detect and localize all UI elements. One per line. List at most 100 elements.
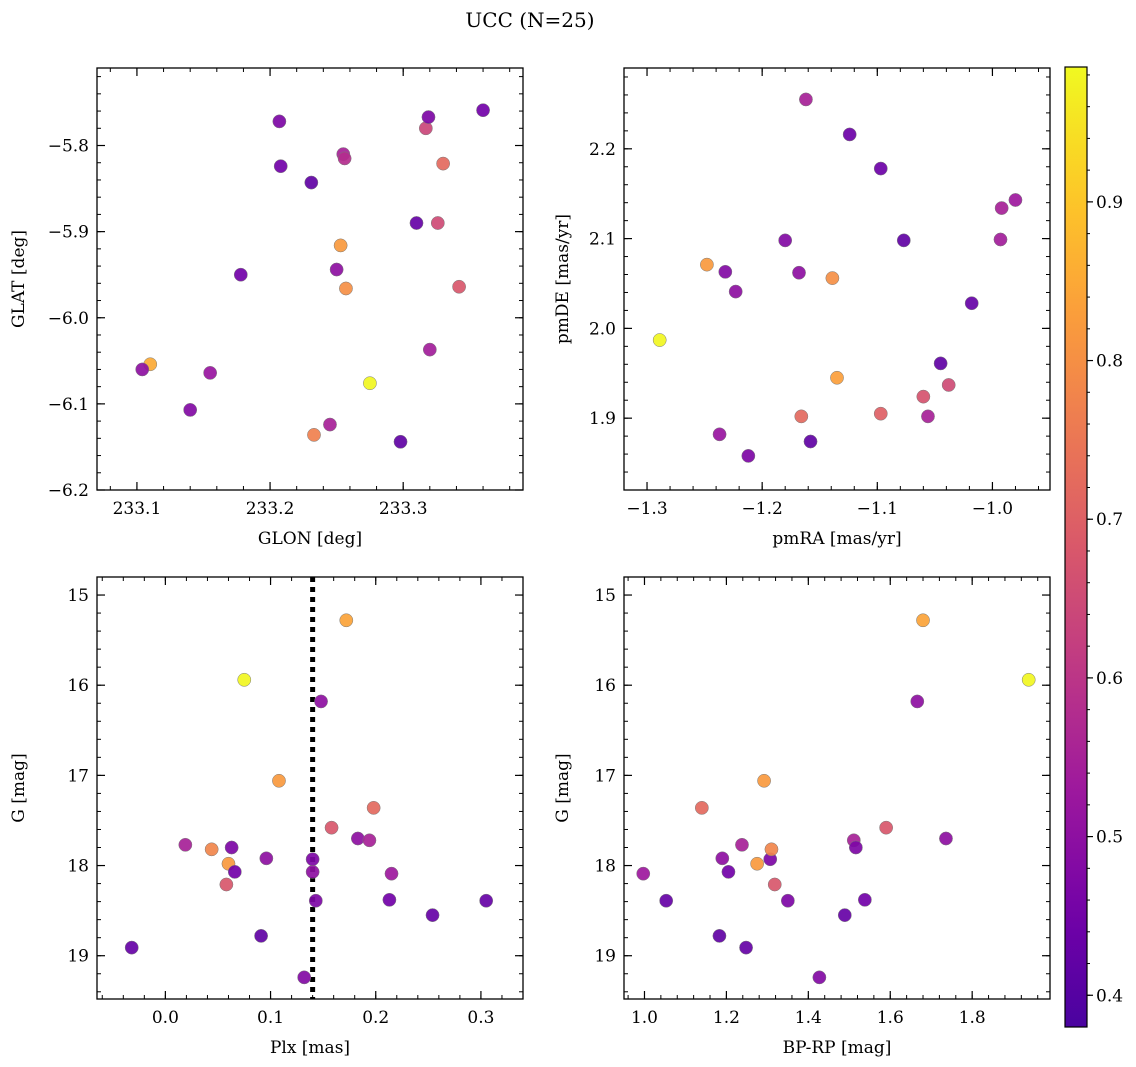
data-point [436, 156, 450, 171]
y-tick-label: 19 [594, 947, 616, 967]
data-point [304, 175, 319, 190]
y-tick-label: 18 [594, 857, 616, 877]
panel-plx-g: 0.0 0.1 0.2 0.3 15 16 17 18 19 Plx [mas] G [mag] [9, 576, 524, 1058]
data-point [750, 856, 764, 871]
axes-frame [623, 67, 1051, 491]
data-point [204, 842, 219, 857]
x-tick-label: −1.0 [972, 499, 1013, 519]
data-point [237, 672, 252, 687]
data-point [333, 238, 348, 253]
data-point [124, 940, 139, 955]
x-tick-label: 1.0 [631, 1008, 658, 1028]
data-point [994, 201, 1009, 215]
data-point [382, 892, 397, 907]
x-axis-label: Plx [mas] [270, 1038, 350, 1058]
data-point [735, 837, 749, 852]
data-point [297, 970, 312, 985]
data-point [757, 773, 771, 788]
y-tick-label: 15 [67, 586, 89, 606]
data-point [452, 279, 466, 294]
x-tick-label: 0.1 [257, 1008, 284, 1028]
data-point [652, 333, 667, 347]
x-axis-label: pmRA [mas/yr] [772, 529, 901, 549]
data-point [941, 378, 956, 392]
y-tick-label: −6.1 [48, 395, 89, 415]
x-axis-label: BP-RP [mag] [783, 1038, 892, 1058]
colorbar: 0.4 0.5 0.6 0.7 0.8 0.9 [1064, 66, 1123, 1028]
data-point [873, 161, 888, 176]
axes-frame [96, 576, 524, 1000]
data-point [430, 216, 445, 230]
data-point [718, 264, 733, 279]
data-point [425, 908, 440, 922]
data-point [933, 356, 948, 371]
data-point [910, 694, 925, 709]
data-point [715, 851, 730, 866]
x-tick-label: −1.3 [626, 499, 667, 519]
data-point [363, 376, 377, 391]
data-point [739, 940, 753, 955]
data-point [329, 262, 344, 277]
data-point [896, 233, 911, 248]
colorbar-tick-label: 0.4 [1096, 986, 1123, 1006]
data-point [307, 428, 321, 442]
colorbar-tick-label: 0.7 [1096, 510, 1123, 530]
data-point [351, 831, 365, 846]
data-point [233, 267, 248, 282]
x-tick-label: 233.3 [379, 499, 428, 519]
panel-bprp-g: 1.0 1.2 1.4 1.6 1.8 15 16 17 18 19 BP-RP [mag] G [m… [553, 576, 1051, 1058]
data-point [778, 233, 793, 248]
data-point [728, 284, 743, 299]
y-axis-label: pmDE [mas/yr] [553, 214, 573, 344]
minor-ticks [624, 576, 1050, 999]
colorbar-ticks: 0.4 0.5 0.6 0.7 0.8 0.9 [1087, 74, 1123, 1006]
x-tick-label: −1.1 [857, 499, 898, 519]
data-point [830, 370, 844, 385]
data-point [741, 449, 756, 463]
data-point [764, 842, 779, 857]
data-point [993, 232, 1008, 247]
data-point [1021, 672, 1036, 687]
data-point [421, 110, 436, 124]
data-point [825, 271, 840, 285]
data-point [712, 929, 727, 943]
data-point [203, 366, 218, 380]
data-point [314, 694, 328, 709]
data-point [178, 837, 193, 852]
data-point [305, 852, 320, 867]
colorbar-tick-label: 0.5 [1096, 828, 1123, 848]
minor-ticks [97, 576, 524, 999]
y-tick-label: 17 [67, 766, 89, 786]
y-tick-label: 1.9 [589, 409, 616, 429]
x-tick-label: 1.2 [713, 1008, 740, 1028]
y-tick-label: −6.0 [48, 309, 89, 329]
y-tick-label: 16 [67, 676, 89, 696]
x-tick-label: 0.0 [152, 1008, 179, 1028]
y-axis-label: G [mag] [553, 753, 573, 822]
data-point [272, 773, 286, 788]
data-point [362, 833, 377, 848]
data-point [879, 820, 894, 835]
data-point [659, 893, 674, 908]
x-tick-label: 1.6 [877, 1008, 904, 1028]
y-axis-label: G [mag] [9, 753, 29, 822]
data-point [767, 877, 782, 892]
data-point [636, 866, 651, 881]
x-axis-label: GLON [deg] [258, 529, 362, 549]
data-point [794, 409, 809, 424]
data-point [476, 103, 490, 118]
axes-frame [96, 67, 524, 491]
data-point [259, 851, 274, 866]
data-point [694, 800, 709, 815]
data-point [272, 114, 287, 129]
data-point [227, 865, 242, 879]
data-point [273, 159, 288, 174]
y-axis-label: GLAT [deg] [9, 230, 29, 328]
data-point [254, 929, 268, 943]
data-point [393, 434, 408, 449]
data-point [842, 127, 857, 142]
data-point [308, 893, 323, 908]
data-point [418, 121, 433, 136]
data-point [803, 434, 818, 449]
